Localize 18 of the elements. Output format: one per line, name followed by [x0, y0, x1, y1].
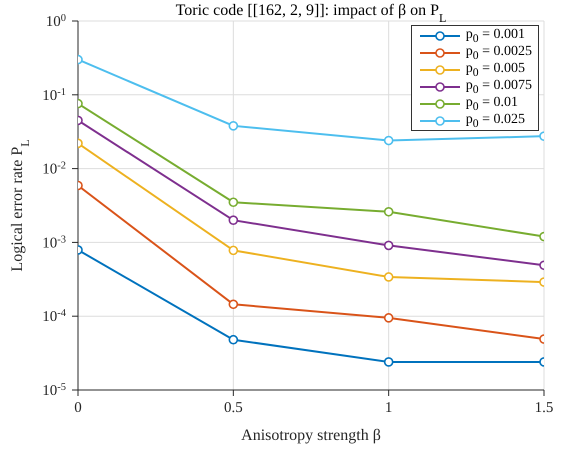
legend-label: p$_{0}$ = 0.0025 — [466, 44, 532, 62]
x-tick-label: 1 — [384, 400, 392, 416]
y-tick-label: 10$^{-5}$ — [42, 382, 66, 399]
legend-label: p$_{0}$ = 0.005 — [466, 60, 525, 78]
y-tick-label: 10$^{-3}$ — [42, 234, 66, 252]
x-tick-label: 0 — [74, 400, 82, 416]
legend-label: p$_{0}$ = 0.025 — [466, 112, 525, 130]
legend-label: p$_{0}$ = 0.01 — [466, 94, 518, 112]
y-tick-label: 10$^{-1}$ — [42, 86, 66, 104]
x-tick-label: 1.5 — [534, 400, 554, 416]
y-tick-label: 10$^{0}$ — [46, 12, 66, 30]
legend-label: p$_{0}$ = 0.001 — [466, 26, 525, 44]
x-tick-label: 0.5 — [224, 400, 243, 416]
chart-title: Toric code [[162, 2, 9]]: impact of β on P$_{L}$ — [176, 2, 446, 25]
y-tick-label: 10$^{-4}$ — [42, 308, 67, 326]
legend-label: p$_{0}$ = 0.0075 — [466, 78, 532, 96]
x-axis-title: Anisotropy strength β — [241, 427, 381, 444]
y-tick-label: 10$^{-2}$ — [42, 160, 66, 178]
